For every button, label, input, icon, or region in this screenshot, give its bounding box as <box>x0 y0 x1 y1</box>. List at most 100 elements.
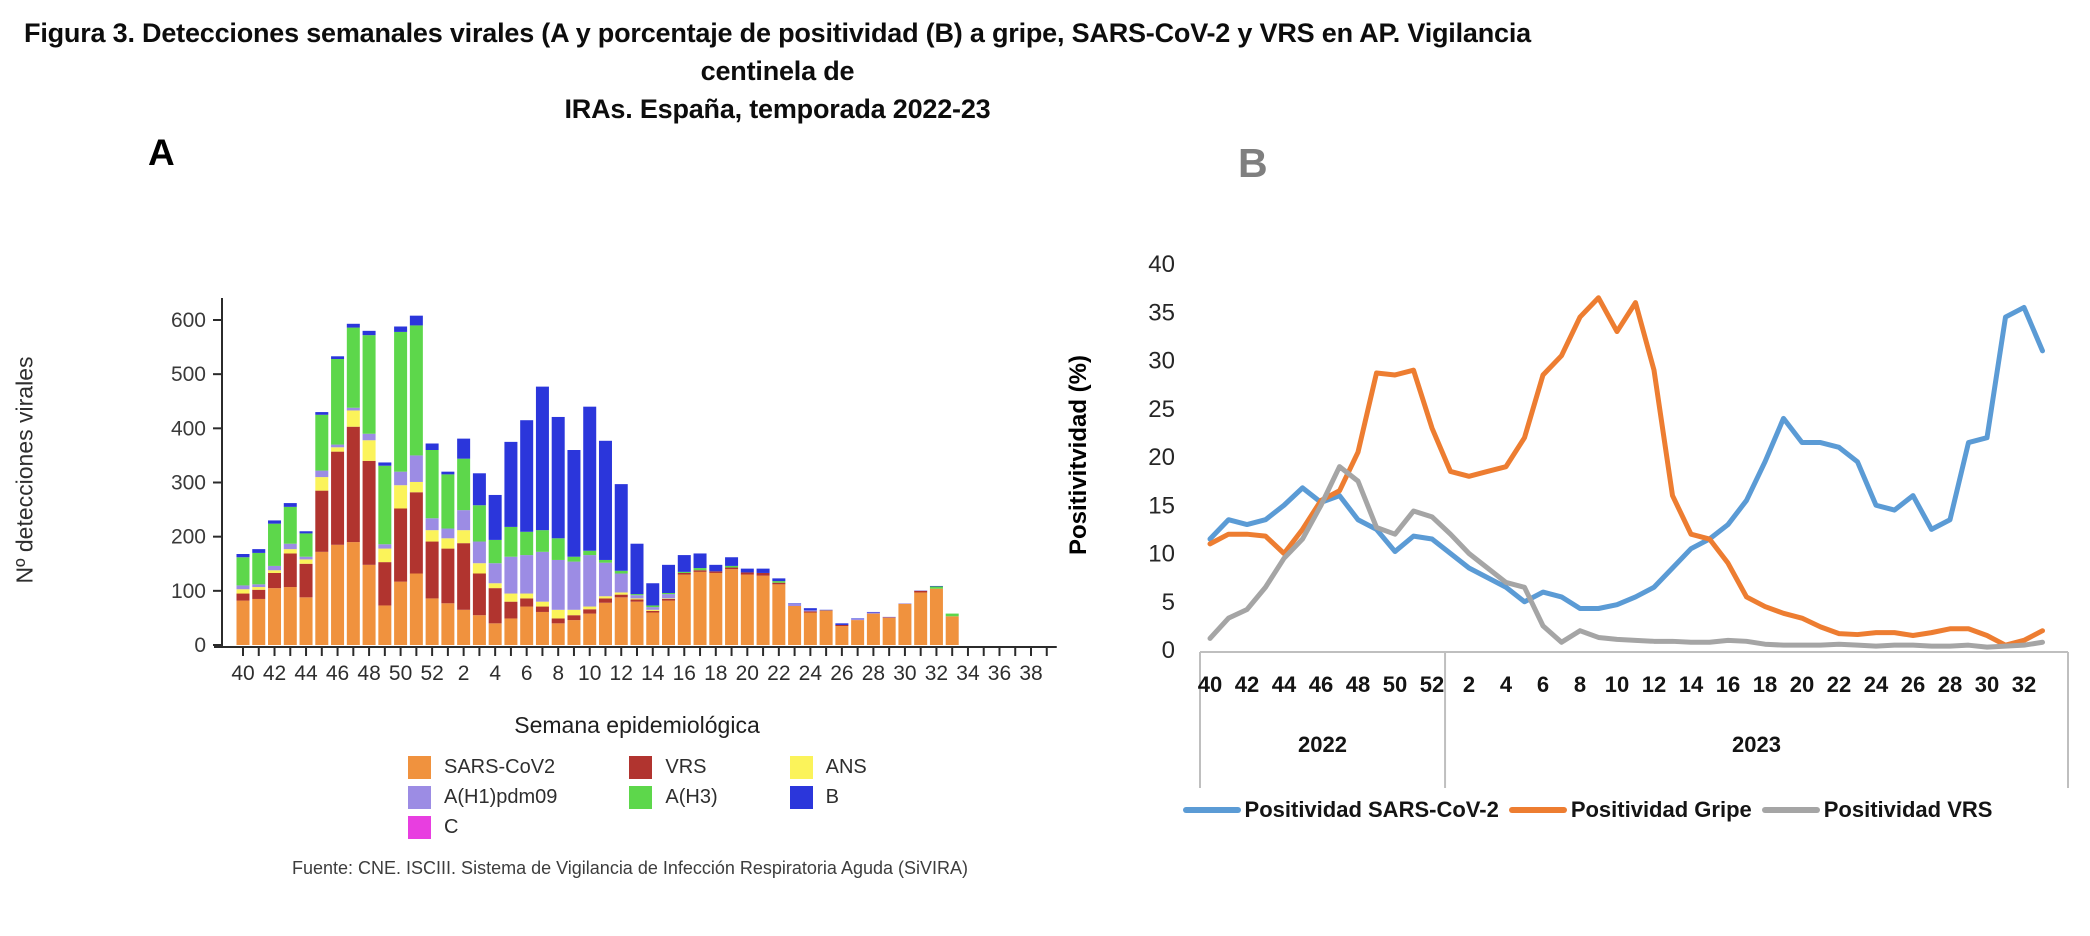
legend-item: SARS-CoV2 <box>408 756 557 779</box>
bar-segment-A(H1)pdm09 <box>520 555 534 594</box>
bar-segment-ANS <box>299 559 313 564</box>
panel-b-y-tick-label: 10 <box>1148 541 1175 568</box>
bar-segment-A(H3) <box>457 458 471 511</box>
bar-segment-B <box>598 440 612 560</box>
bar-segment-A(H1)pdm09 <box>457 510 471 531</box>
bar-segment-VRS <box>614 594 628 598</box>
panel-a-x-tick-label: 22 <box>767 662 790 685</box>
legend-label: A(H3) <box>665 786 718 808</box>
bar-segment-SARS-CoV2 <box>457 609 471 645</box>
bar-segment-VRS <box>394 508 408 582</box>
bar-segment-VRS <box>268 572 282 589</box>
bar-segment-VRS <box>583 609 597 614</box>
bar-segment-ANS <box>378 548 392 563</box>
bar-segment-A(H3) <box>677 571 691 573</box>
bar-segment-SARS-CoV2 <box>283 587 297 645</box>
bar-segment-ANS <box>331 447 345 452</box>
panel-b-x-tick-label: 48 <box>1346 672 1370 697</box>
bar-segment-B <box>457 438 471 459</box>
legend-swatch-icon <box>629 756 653 779</box>
bar-segment-B <box>346 323 360 328</box>
panel-a-x-tick-label: 42 <box>263 662 286 685</box>
bar-segment-A(H3) <box>929 586 943 589</box>
bar-segment-A(H3) <box>394 331 408 472</box>
panel-a-x-tick-label: 50 <box>389 662 412 685</box>
bar-segment-SARS-CoV2 <box>583 613 597 645</box>
year-label-2022: 2022 <box>1298 732 1347 757</box>
bar-segment-B <box>551 416 565 539</box>
panel-b-label: B <box>1238 140 1268 186</box>
panel-a-x-tick-label: 52 <box>420 662 443 685</box>
bar-segment-B <box>929 585 943 587</box>
bar-segment-B <box>504 441 518 527</box>
legend-label: A(H1)pdm09 <box>444 786 558 808</box>
bar-segment-VRS <box>331 451 345 545</box>
panel-b-x-tick-label: 32 <box>2012 672 2036 697</box>
panel-a-x-tick-label: 30 <box>893 662 916 685</box>
panel-b-y-tick-label: 15 <box>1148 492 1175 519</box>
bar-segment-SARS-CoV2 <box>346 542 360 645</box>
bar-segment-VRS <box>756 572 770 576</box>
bar-segment-SARS-CoV2 <box>472 615 486 645</box>
bar-segment-SARS-CoV2 <box>929 588 943 645</box>
panel-a-x-tick-label: 14 <box>641 662 665 685</box>
panel-a-y-tick-label: 100 <box>171 580 206 603</box>
panel-a-x-axis-title: Semana epidemiológica <box>514 712 760 738</box>
bar-segment-VRS <box>535 606 549 612</box>
panel-b-x-tick-label: 52 <box>1420 672 1444 697</box>
panel-a-x-tick-label: 36 <box>988 662 1011 685</box>
legend-item: C <box>408 816 557 839</box>
bar-segment-B <box>725 557 739 566</box>
bar-segment-B <box>709 564 723 572</box>
panel-a-label: A <box>148 132 175 173</box>
bar-segment-A(H3) <box>662 593 676 595</box>
panel-a-y-tick-label: 400 <box>171 417 206 440</box>
bar-segment-SARS-CoV2 <box>567 620 581 645</box>
bar-segment-VRS <box>425 541 439 599</box>
panel-b-legend: Positividad SARS-CoV-2 Positividad Gripe P… <box>1085 797 2090 823</box>
bar-segment-ANS <box>252 587 266 590</box>
bar-segment-A(H3) <box>567 556 581 562</box>
panel-b-x-tick-label: 10 <box>1605 672 1629 697</box>
panel-b-x-tick-label: 16 <box>1716 672 1740 697</box>
panel-a-x-tick-label: 38 <box>1019 662 1042 685</box>
panel-a-y-tick-label: 0 <box>194 634 206 657</box>
legend-label: VRS <box>665 756 707 778</box>
legend-item: A(H1)pdm09 <box>408 786 557 809</box>
bar-segment-B <box>252 549 266 553</box>
panel-b-x-tick-label: 28 <box>1938 672 1962 697</box>
panel-b-y-tick-label: 30 <box>1148 348 1175 375</box>
bar-segment-A(H3) <box>425 450 439 519</box>
panel-b-x-tick-label: 20 <box>1790 672 1814 697</box>
bar-segment-B <box>614 484 628 571</box>
bar-segment-B <box>315 412 329 415</box>
bar-segment-B <box>488 494 502 540</box>
bar-segment-SARS-CoV2 <box>740 574 754 645</box>
bar-segment-A(H3) <box>614 570 628 574</box>
bar-segment-VRS <box>409 492 423 574</box>
bar-segment-A(H3) <box>346 327 360 408</box>
bar-segment-VRS <box>504 601 518 619</box>
bar-segment-A(H1)pdm09 <box>788 603 802 606</box>
legend-swatch-icon <box>408 756 431 779</box>
bar-segment-A(H3) <box>945 613 959 617</box>
bar-segment-B <box>331 356 345 359</box>
bar-segment-VRS <box>914 590 928 593</box>
legend-column: VRS A(H3) <box>629 756 718 839</box>
bar-segment-A(H3) <box>315 414 329 471</box>
bar-segment-A(H1)pdm09 <box>441 528 455 539</box>
bar-segment-A(H1)pdm09 <box>425 518 439 531</box>
legend-label: Positividad SARS-CoV-2 <box>1244 797 1499 822</box>
bar-segment-SARS-CoV2 <box>725 569 739 645</box>
bar-segment-VRS <box>488 588 502 624</box>
bar-segment-B <box>378 462 392 466</box>
line-series-Positividad SARS-CoV-2 <box>1207 304 2045 612</box>
bar-segment-B <box>740 568 754 573</box>
bar-segment-VRS <box>693 570 707 572</box>
bar-segment-A(H1)pdm09 <box>488 563 502 584</box>
legend-line-icon <box>1508 807 1567 813</box>
legend-column: ANS B <box>789 756 867 839</box>
legend-swatch-icon <box>629 786 653 809</box>
panel-a-x-tick-label: 44 <box>294 662 318 685</box>
